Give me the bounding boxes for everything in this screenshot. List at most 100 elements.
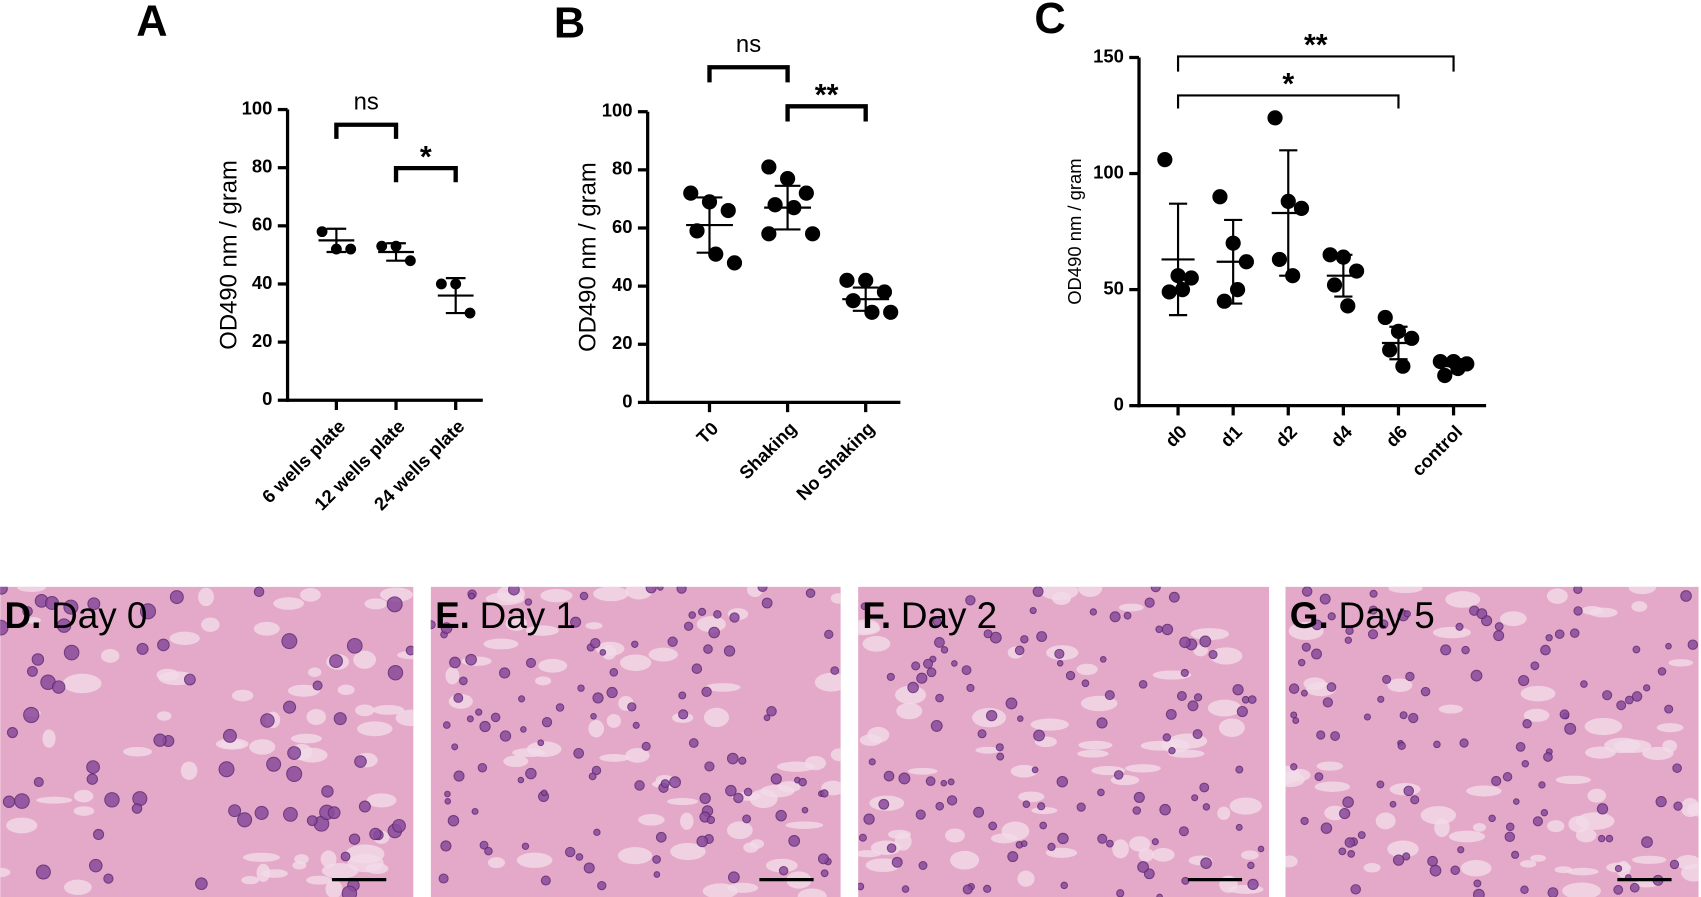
nucleus (286, 765, 303, 782)
x-tick-label: T0 (692, 418, 722, 448)
nucleus (878, 798, 890, 810)
nucleus (104, 792, 120, 808)
nucleus (1473, 879, 1482, 888)
nucleus (1133, 791, 1145, 803)
nucleus (940, 779, 948, 787)
nucleus (1155, 625, 1163, 634)
nucleus (634, 780, 645, 791)
nucleus (1316, 730, 1326, 740)
nucleus (699, 792, 711, 805)
nucleus (946, 795, 958, 806)
data-point (1216, 293, 1232, 309)
cytoplasm-pale (1363, 863, 1381, 873)
nucleus (1029, 606, 1037, 615)
nucleus (358, 800, 371, 813)
nucleus (1179, 636, 1191, 649)
data-point (761, 226, 777, 242)
nucleus (886, 672, 895, 681)
nucleus (283, 806, 298, 822)
cytoplasm-pale (1554, 866, 1573, 874)
cytoplasm-pale (1681, 864, 1699, 882)
cytoplasm-pale (287, 684, 320, 697)
cytoplasm-pale (1112, 839, 1129, 859)
cytoplasm-pale (1472, 823, 1487, 832)
nucleus (1161, 623, 1174, 636)
nucleus (667, 636, 678, 647)
nucleus (820, 869, 829, 878)
cytoplasm-pale (625, 586, 653, 600)
nucleus (444, 797, 452, 805)
nucleus (1665, 642, 1672, 650)
nucleus (660, 779, 670, 789)
nucleus (1144, 597, 1155, 608)
nucleus (775, 809, 787, 822)
nucleus (713, 610, 722, 619)
cytoplasm-pale (1523, 708, 1550, 722)
cytoplasm-pale (1568, 815, 1590, 833)
cytoplasm-pale (296, 747, 328, 763)
nucleus (88, 858, 103, 873)
cytoplasm-pale (1010, 764, 1038, 778)
panel-letter: D. (4, 595, 41, 636)
cytoplasm-pale (950, 850, 980, 870)
nucleus (1655, 796, 1667, 808)
cytoplasm-pale (1076, 663, 1098, 676)
nucleus (590, 712, 597, 720)
nucleus (440, 622, 453, 634)
cytoplasm-pale (1209, 647, 1243, 665)
nucleus (703, 644, 713, 654)
nucleus (1178, 826, 1189, 837)
nucleus (33, 776, 44, 788)
nucleus (891, 856, 903, 868)
nucleus (1162, 733, 1171, 742)
data-point (1322, 247, 1338, 263)
nucleus (1081, 679, 1090, 688)
nucleus (1472, 888, 1485, 897)
nucleus (222, 728, 237, 743)
data-point (864, 304, 880, 320)
nucleus (1680, 590, 1692, 602)
cytoplasm-pale (1017, 870, 1035, 887)
nucleus (860, 602, 869, 611)
nucleus (1522, 719, 1532, 729)
cytoplasm-pale (593, 586, 629, 602)
nucleus (1191, 794, 1199, 802)
nucleus (312, 680, 323, 691)
significance-label: ** (1304, 29, 1328, 62)
nucleus (1369, 589, 1378, 598)
nucleus (479, 720, 491, 733)
nucleus (778, 865, 789, 876)
nucleus (131, 803, 143, 814)
cytoplasm-pale (526, 741, 562, 758)
cytoplasm-pale (1530, 854, 1547, 862)
cytoplasm-pale (395, 709, 414, 727)
cytoplasm-pale (320, 850, 337, 868)
nucleus (1056, 775, 1069, 788)
cytoplasm-pale (243, 852, 280, 862)
nucleus (973, 806, 985, 818)
nucleus (733, 792, 744, 804)
nucleus (525, 767, 537, 780)
nucleus (1350, 884, 1361, 895)
nucleus (477, 763, 488, 773)
nucleus (228, 804, 242, 818)
nucleus (1342, 796, 1354, 808)
nucleus (983, 884, 992, 893)
nucleus (287, 746, 302, 760)
nucleus (453, 693, 464, 703)
nucleus (1113, 770, 1124, 780)
nucleus (962, 884, 973, 895)
nucleus (1339, 807, 1351, 820)
cytoplasm-pale (1546, 588, 1568, 604)
data-point (376, 240, 388, 252)
cytoplasm-pale (865, 858, 901, 872)
nucleus (479, 840, 489, 850)
cytoplasm-pale (1687, 802, 1699, 817)
nucleus (1300, 689, 1308, 697)
nucleus (466, 715, 474, 723)
nucleus (1181, 876, 1190, 885)
cytoplasm-pale (180, 761, 198, 780)
y-tick-label: 50 (1103, 277, 1124, 298)
significance-label: * (420, 141, 432, 174)
